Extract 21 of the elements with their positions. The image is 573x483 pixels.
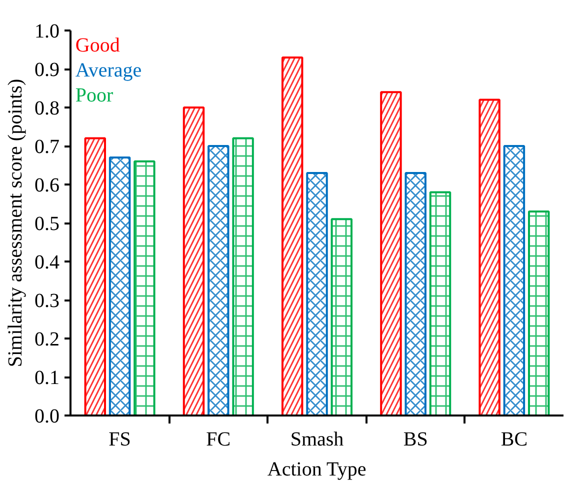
y-tick-label: 0.8 (34, 98, 60, 120)
x-axis-title: Action Type (267, 458, 366, 480)
x-tick-label: FS (108, 428, 131, 450)
y-tick-label: 0.2 (34, 328, 60, 350)
y-tick-label: 0.3 (34, 290, 60, 312)
text: Good (75, 34, 120, 56)
y-tick-label: 0.5 (34, 213, 60, 235)
text: 1.0 (34, 20, 60, 42)
x-tick-label: BS (403, 428, 428, 450)
y-axis-title: Similarity assessment score (points) (4, 78, 26, 368)
y-tick-label: 0.1 (34, 367, 60, 389)
text: Average (75, 59, 142, 82)
y-tick-label: 0.9 (34, 59, 60, 81)
x-tick-label: Smash (290, 428, 344, 450)
x-tick-label: FC (206, 428, 231, 450)
y-tick-label: 0.7 (34, 136, 60, 158)
x-tick-label: BC (500, 428, 528, 450)
y-tick-label: 0.4 (34, 252, 60, 274)
text: Poor (75, 84, 114, 106)
y-tick-label: 0.6 (34, 174, 60, 196)
text: 0.0 (34, 406, 60, 428)
